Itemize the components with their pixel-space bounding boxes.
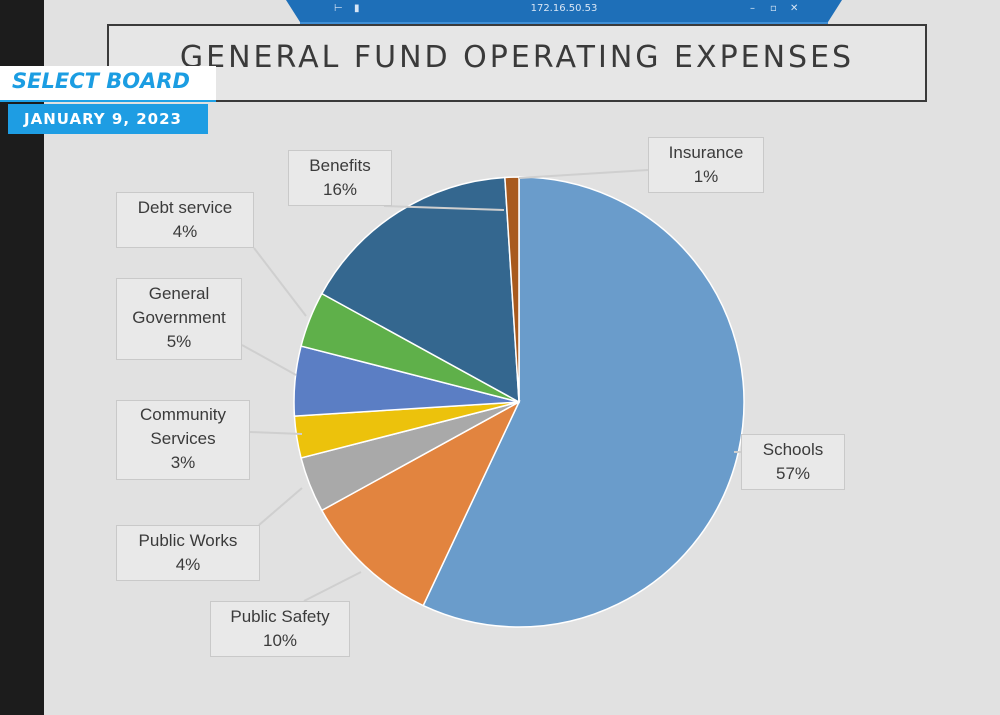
leader-line-community-services [249, 431, 303, 435]
leader-line-debt-service [253, 247, 307, 317]
meeting-date: JANUARY 9, 2023 [24, 110, 182, 128]
pie-slice-public-safety [320, 400, 521, 607]
slide-title-box: GENERAL FUND OPERATING EXPENSES [107, 24, 927, 102]
label-general-government-name2: Government [132, 308, 226, 327]
leader-line-public-safety [303, 571, 362, 602]
label-community-services-name2: Services [150, 429, 216, 448]
label-insurance-name: Insurance [668, 143, 744, 162]
label-general-government-pct: 5% [166, 332, 192, 351]
label-debt-service-name: Debt service [137, 198, 233, 217]
label-schools-pct: 57% [775, 464, 811, 483]
label-schools-name: Schools [762, 440, 824, 459]
label-general-government-name1: General [148, 284, 210, 303]
label-public-safety-pct: 10% [262, 631, 298, 650]
label-public-safety-name: Public Safety [230, 607, 330, 626]
slide-title: GENERAL FUND OPERATING EXPENSES [179, 40, 855, 75]
show-title: SELECT BOARD [12, 69, 190, 93]
signal-icon: ▮ [354, 3, 360, 14]
leader-line-public-works [258, 487, 303, 526]
label-public-works-pct: 4% [175, 555, 201, 574]
pie-chart [241, 169, 745, 628]
label-benefits: Benefits 16% [288, 150, 392, 206]
label-public-works: Public Works 4% [116, 525, 260, 581]
label-community-services-name1: Community [140, 405, 226, 424]
label-benefits-name: Benefits [309, 156, 371, 175]
leader-line-general-government [241, 344, 297, 376]
label-insurance: Insurance 1% [648, 137, 764, 193]
label-public-safety: Public Safety 10% [210, 601, 350, 657]
label-debt-service: Debt service 4% [116, 192, 254, 248]
pie-slices [293, 176, 745, 628]
pin-icon[interactable]: ⊢ [334, 3, 343, 14]
leader-line-benefits [383, 205, 505, 211]
label-community-services-pct: 3% [170, 453, 196, 472]
label-schools: Schools 57% [741, 434, 845, 490]
leader-lines [241, 169, 741, 602]
label-debt-service-pct: 4% [172, 222, 198, 241]
label-community-services: Community Services 3% [116, 400, 250, 480]
leader-line-insurance [518, 169, 649, 179]
remote-session-bar[interactable]: 172.16.50.53 ⊢ ▮ – ▫ ✕ [286, 0, 842, 24]
label-insurance-pct: 1% [693, 167, 719, 186]
restore-icon[interactable]: ▫ [770, 3, 777, 14]
label-public-works-name: Public Works [138, 531, 238, 550]
close-icon[interactable]: ✕ [790, 3, 799, 14]
label-general-government: General Government 5% [116, 278, 242, 360]
remote-address: 172.16.50.53 [530, 3, 598, 14]
date-badge: JANUARY 9, 2023 [8, 104, 208, 134]
pie-slice-benefits [320, 176, 520, 404]
show-title-badge: SELECT BOARD [0, 66, 216, 102]
minimize-icon[interactable]: – [750, 3, 755, 14]
label-benefits-pct: 16% [322, 180, 358, 199]
